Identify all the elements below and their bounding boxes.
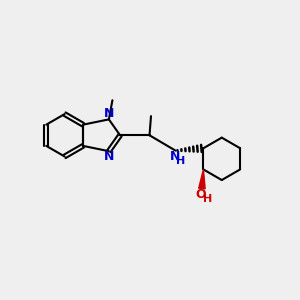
Text: N: N <box>104 107 114 120</box>
Text: O: O <box>196 188 206 201</box>
Polygon shape <box>199 169 205 189</box>
Text: N: N <box>104 150 114 163</box>
Text: H: H <box>203 194 213 204</box>
Text: N: N <box>170 150 180 163</box>
Text: H: H <box>176 157 186 166</box>
